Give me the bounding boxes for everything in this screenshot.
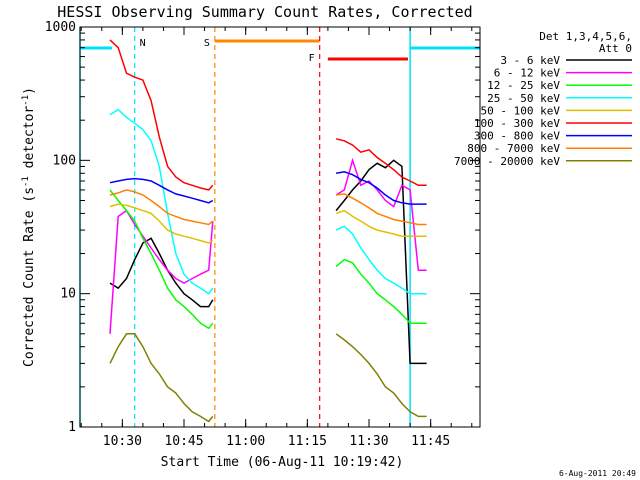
series-line-7-0: [109, 189, 214, 226]
generation-timestamp: 6-Aug-2011 20:49: [559, 469, 636, 478]
legend-header-attenuator: Att 0: [599, 42, 632, 55]
x-tick-label: 11:15: [288, 434, 327, 449]
marker-label-s: S: [204, 38, 210, 49]
series-line-1-0: [109, 209, 214, 334]
series-line-3-0: [109, 108, 214, 295]
y-tick-label: 1000: [45, 20, 76, 35]
series-line-2-0: [109, 189, 214, 330]
series-line-4-1: [335, 209, 427, 237]
y-axis-label-part2: detector: [22, 106, 37, 177]
y-axis-label-sup2: -1: [21, 95, 31, 106]
series-line-6-0: [109, 177, 214, 204]
series-line-5-1: [335, 138, 427, 187]
marker-label-n: N: [140, 38, 146, 49]
x-tick-label: 11:45: [411, 434, 450, 449]
x-tick-label: 11:30: [349, 434, 388, 449]
y-tick-label: 100: [53, 153, 76, 168]
series-line-1-1: [335, 157, 427, 271]
legend-label: 100 - 300 keV: [474, 117, 560, 130]
series-line-0-0: [109, 237, 214, 308]
marker-label-f: F: [309, 53, 315, 64]
y-tick-label: 1: [68, 420, 76, 435]
y-tick-label: 10: [60, 287, 76, 302]
series-line-7-1: [336, 193, 427, 226]
legend-header-detectors: Det 1,3,4,5,6,: [539, 30, 632, 43]
legend-label: 7000 - 20000 keV: [454, 155, 560, 168]
plot-area: N S F: [79, 27, 480, 427]
series-line-2-1: [335, 258, 427, 324]
series-line-5-0: [109, 39, 214, 191]
chart-title: HESSI Observing Summary Count Rates, Cor…: [57, 3, 472, 21]
x-axis-label: Start Time (06-Aug-11 10:19:42): [161, 455, 404, 470]
series-line-3-1: [335, 225, 427, 295]
series-line-8-1: [335, 333, 427, 418]
legend-label: 12 - 25 keV: [487, 79, 560, 92]
y-axis-label-sup1: -1: [21, 176, 31, 187]
series-line-0-1: [335, 159, 427, 365]
x-tick-label: 11:00: [226, 434, 265, 449]
x-tick-label: 10:30: [103, 434, 142, 449]
legend-label: 800 - 7000 keV: [467, 142, 560, 155]
legend-label: 3 - 6 keV: [500, 54, 560, 67]
legend-label: 300 - 800 keV: [474, 130, 560, 143]
series-line-6-1: [335, 171, 427, 205]
legend-label: 50 - 100 keV: [481, 104, 561, 117]
series-line-8-0: [109, 333, 214, 423]
axes: 10:30 10:45 11:00 11:15 11:30 11:45 1 10 100 1000: [45, 20, 481, 449]
series-line-4-0: [109, 203, 214, 244]
y-axis-label-part3: ): [22, 87, 37, 95]
plot-frame: [79, 26, 481, 428]
legend-label: 25 - 50 keV: [487, 92, 560, 105]
y-axis-label: Corrected Count Rate (s-1 detector-1): [21, 87, 37, 367]
x-tick-label: 10:45: [164, 434, 203, 449]
y-axis-label-part1: Corrected Count Rate (s: [22, 187, 37, 367]
legend-label: 6 - 12 keV: [494, 67, 561, 80]
